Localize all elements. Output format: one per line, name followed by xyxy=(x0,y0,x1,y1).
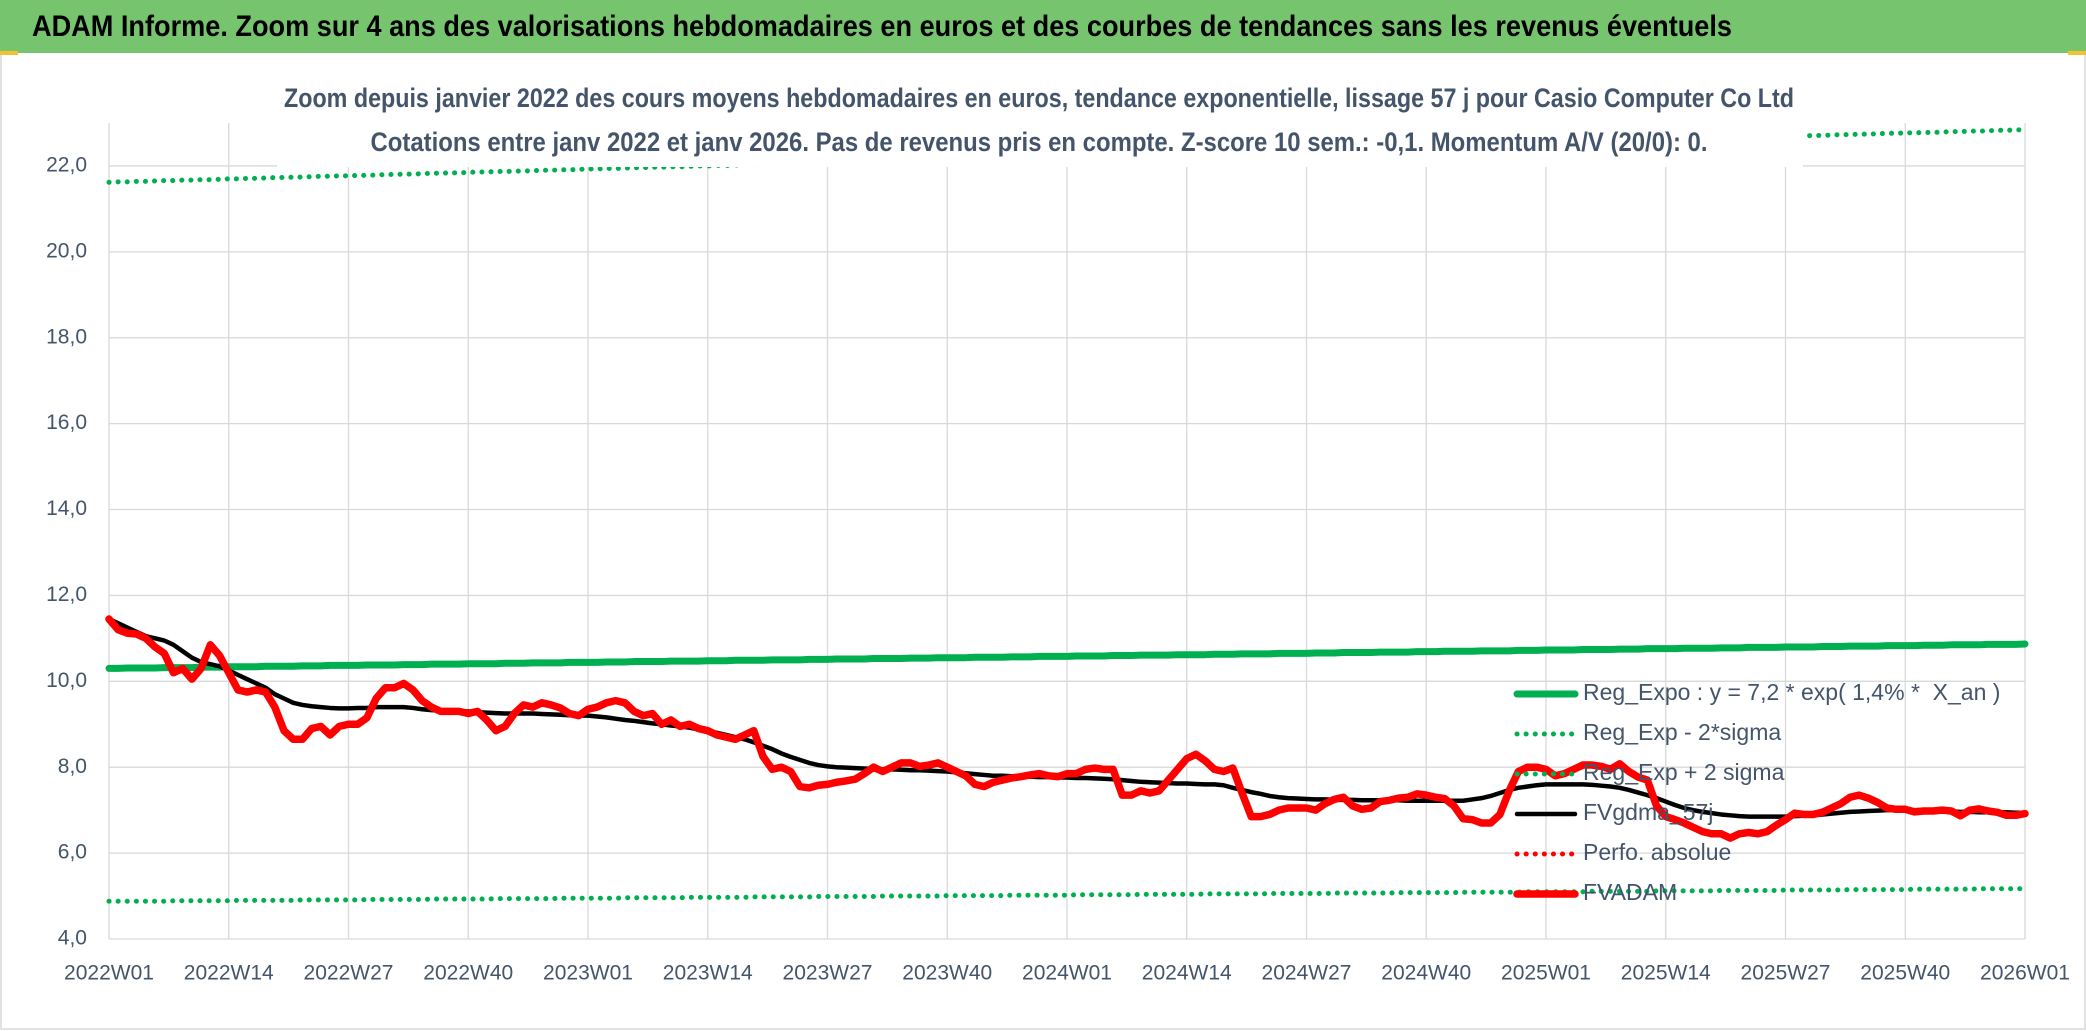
title-box xyxy=(277,78,1803,167)
y-tick-label: 4,0 xyxy=(58,927,87,950)
x-tick-label: 2023W40 xyxy=(902,962,992,985)
x-tick-label: 2022W01 xyxy=(64,962,154,985)
series-line xyxy=(105,640,2029,672)
chart-frame xyxy=(0,51,2086,1030)
legend: Reg_Expo : y = 7,2 * exp( 1,4% * X_an ) R… xyxy=(1513,679,2000,905)
series-line xyxy=(105,615,2029,842)
y-tick-label: 8,0 xyxy=(58,755,87,778)
header-title: ADAM Informe. Zoom sur 4 ans des valoris… xyxy=(32,10,1732,43)
x-tick-label: 2024W14 xyxy=(1142,962,1232,985)
header-accent xyxy=(0,51,18,55)
series-line xyxy=(106,886,2028,904)
x-tick-label: 2025W27 xyxy=(1741,962,1831,985)
grid: 4,0 6,0 8,0 10,0 12,0 14,0 16,0 18,0 20,0 22,0 202… xyxy=(46,123,2070,985)
x-tick-label: 2024W01 xyxy=(1022,962,1112,985)
x-tick-label: 2026W01 xyxy=(1980,962,2070,985)
x-tick-label: 2022W27 xyxy=(304,962,394,985)
x-tick-label: 2023W27 xyxy=(783,962,873,985)
chart-title: Zoom depuis janvier 2022 des cours moyen… xyxy=(284,83,1794,113)
x-tick-label: 2025W01 xyxy=(1501,962,1591,985)
y-tick-label: 20,0 xyxy=(46,239,87,262)
x-tick-label: 2025W40 xyxy=(1860,962,1950,985)
legend-label: Reg_Exp + 2 sigma xyxy=(1583,759,1785,785)
x-tick-label: 2022W14 xyxy=(184,962,274,985)
y-tick-label: 22,0 xyxy=(46,153,87,176)
header-bar xyxy=(0,0,2086,53)
y-tick-label: 16,0 xyxy=(46,411,87,434)
legend-label: Reg_Exp - 2*sigma xyxy=(1583,719,1781,745)
legend-label: FVADAM xyxy=(1583,879,1677,905)
header-accent xyxy=(2068,51,2086,55)
y-tick-label: 10,0 xyxy=(46,669,87,692)
y-tick-label: 18,0 xyxy=(46,325,87,348)
x-tick-label: 2022W40 xyxy=(423,962,513,985)
y-tick-label: 14,0 xyxy=(46,497,87,520)
plot-area xyxy=(105,127,2029,904)
x-tick-label: 2023W14 xyxy=(663,962,753,985)
series-line xyxy=(106,127,2028,185)
x-tick-label: 2023W01 xyxy=(543,962,633,985)
chart-subtitle: Cotations entre janv 2022 et janv 2026. … xyxy=(371,127,1708,157)
legend-label: FVgdma_57j xyxy=(1583,799,1713,825)
legend-label: Reg_Expo : y = 7,2 * exp( 1,4% * X_an ) xyxy=(1583,679,2000,705)
x-tick-label: 2024W40 xyxy=(1381,962,1471,985)
x-tick-label: 2025W14 xyxy=(1621,962,1711,985)
y-tick-label: 12,0 xyxy=(46,583,87,606)
y-tick-label: 6,0 xyxy=(58,841,87,864)
x-tick-label: 2024W27 xyxy=(1262,962,1352,985)
legend-label: Perfo. absolue xyxy=(1583,839,1731,865)
